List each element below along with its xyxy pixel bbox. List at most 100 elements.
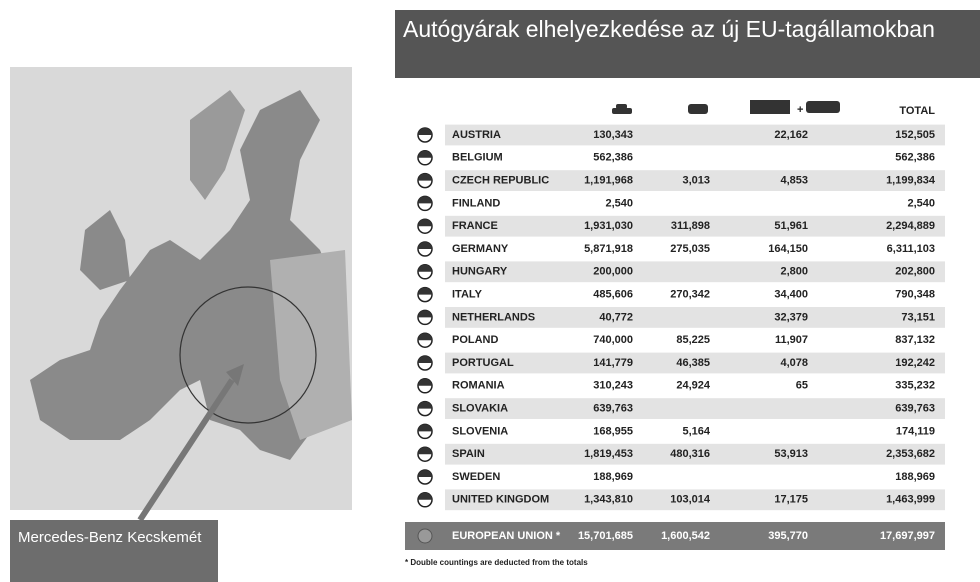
country-name: ROMANIA bbox=[452, 380, 505, 392]
flag-icon-fill bbox=[418, 401, 432, 409]
row-band bbox=[445, 170, 945, 191]
cell-value: 85,225 bbox=[676, 334, 710, 346]
country-name: GERMANY bbox=[452, 243, 509, 255]
cell-value: 639,763 bbox=[593, 403, 633, 415]
cell-value: 2,353,682 bbox=[886, 448, 935, 460]
flag-icon-fill bbox=[418, 470, 432, 477]
cell-value: 740,000 bbox=[593, 334, 633, 346]
cell-value: 1,343,810 bbox=[584, 494, 633, 506]
cell-value: 4,853 bbox=[780, 175, 808, 187]
cell-value: 335,232 bbox=[895, 380, 935, 392]
cell-value: 141,779 bbox=[593, 357, 633, 369]
svg-text:+: + bbox=[797, 104, 803, 116]
flag-icon-fill bbox=[418, 447, 432, 455]
cell-value: 51,961 bbox=[774, 220, 808, 232]
cell-value: 130,343 bbox=[593, 129, 633, 141]
flag-icon-fill bbox=[418, 242, 432, 249]
flag-icon-fill bbox=[418, 150, 432, 158]
cell-value: 24,924 bbox=[676, 380, 711, 392]
cell-value: 174,119 bbox=[896, 425, 935, 437]
map-arrow bbox=[137, 378, 235, 522]
row-band bbox=[445, 352, 945, 374]
cell-value: 4,078 bbox=[780, 357, 808, 369]
cell-value: 188,969 bbox=[895, 471, 935, 483]
cell-value: 32,379 bbox=[774, 311, 808, 323]
footnote: * Double countings are deducted from the… bbox=[405, 558, 588, 567]
cell-value: 790,348 bbox=[895, 289, 935, 301]
cell-value: 270,342 bbox=[670, 289, 710, 301]
map-caption: Mercedes-Benz Kecskemét bbox=[10, 520, 218, 582]
country-name: ITALY bbox=[452, 289, 483, 301]
flag-icon-fill bbox=[418, 333, 432, 341]
country-name: SLOVAKIA bbox=[452, 403, 508, 415]
cell-value: 46,385 bbox=[676, 357, 710, 369]
total-value: 17,697,997 bbox=[880, 530, 935, 542]
cell-value: 192,242 bbox=[895, 357, 935, 369]
cell-value: 2,540 bbox=[907, 197, 935, 209]
row-band bbox=[445, 124, 945, 146]
row-band bbox=[445, 489, 945, 511]
row-band bbox=[445, 443, 945, 465]
cell-value: 152,505 bbox=[895, 129, 935, 141]
row-band bbox=[445, 398, 945, 419]
cell-value: 53,913 bbox=[774, 448, 808, 460]
cell-value: 103,014 bbox=[670, 494, 711, 506]
title: Autógyárak elhelyezkedése az új EU-tagál… bbox=[395, 10, 980, 78]
total-header: TOTAL bbox=[899, 105, 935, 117]
cell-value: 5,871,918 bbox=[584, 243, 633, 255]
total-label: EUROPEAN UNION * bbox=[452, 530, 561, 542]
cell-value: 275,035 bbox=[670, 243, 710, 255]
country-name: NETHERLANDS bbox=[452, 311, 535, 323]
country-name: FINLAND bbox=[452, 197, 500, 209]
cell-value: 34,400 bbox=[774, 289, 808, 301]
row-band bbox=[445, 215, 945, 237]
map-uk bbox=[80, 210, 130, 290]
truck-bus-icon: + bbox=[750, 100, 840, 116]
cell-value: 40,772 bbox=[599, 311, 633, 323]
country-name: SLOVENIA bbox=[452, 425, 508, 437]
total-value: 15,701,685 bbox=[578, 530, 633, 542]
cell-value: 65 bbox=[796, 380, 808, 392]
cell-value: 22,162 bbox=[774, 129, 808, 141]
flag-icon-fill bbox=[418, 219, 432, 227]
cell-value: 562,386 bbox=[593, 152, 633, 164]
cell-value: 3,013 bbox=[682, 175, 710, 187]
cell-value: 168,955 bbox=[593, 425, 633, 437]
total-row-band bbox=[405, 522, 945, 550]
cell-value: 2,540 bbox=[605, 197, 633, 209]
flag-icon-fill bbox=[418, 356, 432, 363]
cell-value: 202,800 bbox=[895, 266, 935, 278]
flag-icon-fill bbox=[418, 378, 432, 386]
country-name: SWEDEN bbox=[452, 471, 500, 483]
row-band bbox=[445, 307, 945, 328]
country-name: POLAND bbox=[452, 334, 499, 346]
van-icon bbox=[688, 104, 708, 114]
cell-value: 639,763 bbox=[895, 403, 935, 415]
country-name: HUNGARY bbox=[452, 266, 508, 278]
car-icon bbox=[612, 104, 632, 114]
cell-value: 188,969 bbox=[593, 471, 633, 483]
country-name: UNITED KINGDOM bbox=[452, 494, 549, 506]
map-scandinavia bbox=[190, 90, 245, 200]
cell-value: 480,316 bbox=[670, 448, 710, 460]
cell-value: 2,800 bbox=[780, 266, 808, 278]
country-name: AUSTRIA bbox=[452, 129, 501, 141]
cell-value: 562,386 bbox=[895, 152, 935, 164]
cell-value: 837,132 bbox=[895, 334, 935, 346]
flag-icon-fill bbox=[418, 424, 432, 432]
cell-value: 1,463,999 bbox=[886, 494, 935, 506]
map-circle bbox=[179, 286, 317, 424]
cell-value: 1,191,968 bbox=[584, 175, 633, 187]
flag-icon-fill bbox=[418, 492, 432, 500]
cell-value: 1,819,453 bbox=[584, 448, 633, 460]
country-name: PORTUGAL bbox=[452, 357, 514, 369]
total-value: 395,770 bbox=[768, 530, 808, 542]
map-land bbox=[30, 90, 340, 460]
country-name: SPAIN bbox=[452, 448, 485, 460]
row-band bbox=[445, 261, 945, 283]
cell-value: 11,907 bbox=[775, 334, 808, 346]
flag-icon-fill bbox=[418, 173, 432, 181]
